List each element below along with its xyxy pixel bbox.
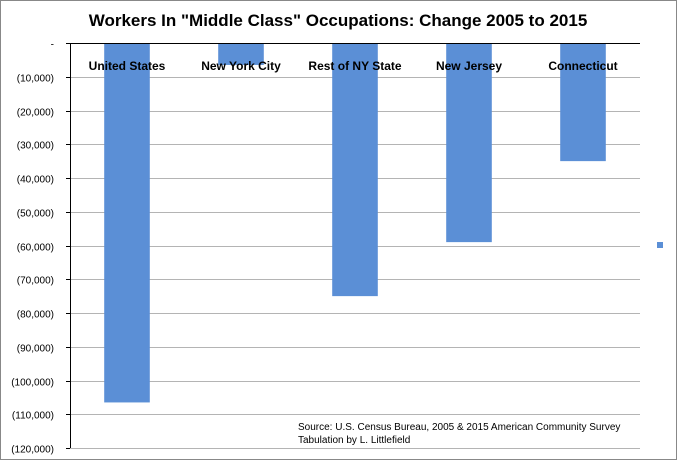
bar-new-jersey [446,43,492,243]
y-tick-label: (40,000) [17,175,54,186]
category-label: New Jersey [436,59,502,73]
category-label: United States [89,59,166,73]
y-tick-label: (90,000) [17,344,54,355]
y-tick-label: (30,000) [17,141,54,152]
y-tick-label: - [51,40,54,51]
y-tick-label: (100,000) [11,378,54,389]
y-tick-label: (10,000) [17,74,54,85]
y-tick-label: (50,000) [17,209,54,220]
category-label: Connecticut [548,59,617,73]
source-line-1: Source: U.S. Census Bureau, 2005 & 2015 … [298,422,620,433]
bars [104,43,606,403]
category-label: New York City [201,59,281,73]
y-tick-label: (80,000) [17,310,54,321]
bar-new-york-city [218,43,264,65]
bar-rest-of-ny-state [332,43,378,297]
y-tick-label: (70,000) [17,276,54,287]
y-tick-label: (110,000) [12,411,54,422]
category-labels: United States New York City Rest of NY Sta… [89,59,618,73]
y-tick-label: (20,000) [17,108,54,119]
grid-lines [70,77,640,449]
y-tick-label: (60,000) [17,243,54,254]
legend-marker [657,242,663,248]
axes: - (10,000) (20,000) (30,000) (40,000) (50,000… [11,40,640,456]
y-tick-label: (120,000) [11,445,54,456]
source-line-2: Tabulation by L. Littlefield [298,435,410,446]
bar-connecticut [560,43,606,162]
chart-title: Workers In "Middle Class" Occupations: C… [89,11,588,30]
category-label: Rest of NY State [308,59,401,73]
bar-united-states [104,43,150,403]
